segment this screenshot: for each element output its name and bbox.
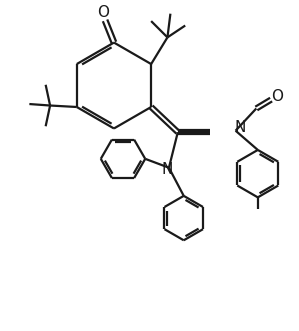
Text: N: N	[234, 120, 246, 135]
Text: O: O	[97, 5, 110, 21]
Text: N: N	[162, 162, 173, 177]
Text: O: O	[271, 89, 283, 104]
